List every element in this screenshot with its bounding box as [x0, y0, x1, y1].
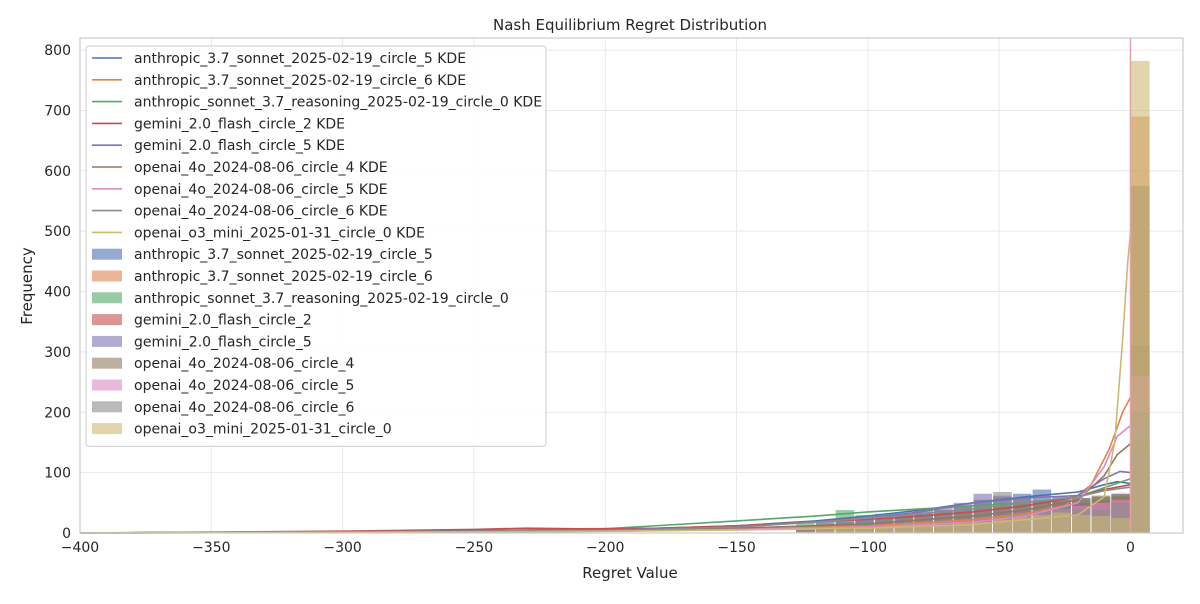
histogram-bar [914, 525, 933, 533]
x-tick-label: −300 [323, 540, 361, 556]
histogram-bar [1111, 517, 1130, 533]
legend-label: openai_o3_mini_2025-01-31_circle_0 KDE [134, 225, 425, 241]
kde-lines [79, 232, 1132, 534]
y-tick-label: 600 [44, 164, 71, 180]
x-axis-ticks: −400 −350 −300 −250 −200 −150 −100 −50 0 [61, 540, 1135, 556]
legend-label: gemini_2.0_flash_circle_5 [134, 334, 312, 350]
x-tick-label: 0 [1126, 540, 1135, 556]
histogram-bar [993, 519, 1012, 533]
legend-label: anthropic_sonnet_3.7_reasoning_2025-02-1… [134, 291, 509, 307]
histogram-bar [815, 530, 835, 533]
histogram-bar [934, 524, 953, 533]
y-tick-label: 700 [44, 103, 71, 119]
chart-title: Nash Equilibrium Regret Distribution [493, 16, 767, 34]
y-axis-label: Frequency [18, 247, 36, 325]
legend-patch-swatch [92, 314, 122, 326]
legend-patch-swatch [92, 248, 122, 260]
legend-patch-swatch [92, 292, 122, 304]
legend-label: gemini_2.0_flash_circle_2 [134, 313, 312, 329]
histogram-bar [1131, 60, 1150, 533]
histogram-bar [835, 529, 855, 533]
legend: anthropic_3.7_sonnet_2025-02-19_circle_5… [85, 45, 547, 447]
x-tick-label: −50 [984, 540, 1014, 556]
x-tick-label: −200 [586, 540, 624, 556]
legend-label: anthropic_3.7_sonnet_2025-02-19_circle_5… [134, 51, 466, 67]
y-tick-label: 500 [44, 224, 71, 240]
legend-patch-swatch [92, 335, 122, 347]
histogram-bar [796, 531, 815, 533]
legend-patch-swatch [92, 401, 122, 413]
legend-patch-swatch [92, 357, 122, 369]
x-tick-label: −400 [61, 540, 99, 556]
y-tick-label: 0 [62, 526, 71, 542]
x-tick-label: −250 [455, 540, 493, 556]
y-tick-label: 400 [44, 285, 71, 301]
histogram-bar [1091, 516, 1111, 533]
legend-patch-swatch [92, 423, 122, 435]
histogram-bar [953, 523, 973, 533]
legend-patch-swatch [92, 379, 122, 391]
x-tick-label: −150 [717, 540, 755, 556]
legend-box [85, 45, 547, 447]
legend-label: openai_o3_mini_2025-01-31_circle_0 [134, 422, 392, 438]
legend-label: gemini_2.0_flash_circle_2 KDE [134, 116, 345, 132]
y-axis-ticks: 0 100 200 300 400 500 600 700 800 [44, 43, 71, 542]
legend-label: openai_4o_2024-08-06_circle_5 [134, 378, 354, 394]
legend-label: openai_4o_2024-08-06_circle_6 KDE [134, 204, 388, 220]
histogram-bar [855, 529, 874, 533]
y-tick-label: 200 [44, 405, 71, 421]
histogram-bar [1071, 514, 1091, 533]
y-tick-label: 300 [44, 345, 71, 361]
axes-frame [79, 37, 1184, 534]
x-tick-label: −350 [192, 540, 230, 556]
legend-label: gemini_2.0_flash_circle_5 KDE [134, 138, 345, 154]
legend-label: openai_4o_2024-08-06_circle_4 [134, 356, 354, 372]
kde-line [79, 232, 1132, 534]
histogram-bar [1012, 517, 1032, 533]
legend-label: anthropic_sonnet_3.7_reasoning_2025-02-1… [134, 95, 542, 111]
legend-label: anthropic_3.7_sonnet_2025-02-19_circle_6 [134, 269, 433, 285]
legend-label: openai_4o_2024-08-06_circle_5 KDE [134, 182, 388, 198]
histogram-bar [894, 526, 914, 533]
legend-label: openai_4o_2024-08-06_circle_4 KDE [134, 160, 388, 176]
histogram-bar [973, 522, 993, 533]
legend-label: anthropic_3.7_sonnet_2025-02-19_circle_5 [134, 247, 433, 263]
x-axis-label: Regret Value [582, 564, 677, 582]
y-tick-label: 100 [44, 466, 71, 482]
legend-label: openai_4o_2024-08-06_circle_6 [134, 400, 354, 416]
legend-patch-swatch [92, 270, 122, 282]
y-tick-label: 800 [44, 43, 71, 59]
legend-label: anthropic_3.7_sonnet_2025-02-19_circle_6… [134, 73, 466, 89]
histogram-bar [875, 528, 894, 533]
x-tick-label: −100 [849, 540, 887, 556]
